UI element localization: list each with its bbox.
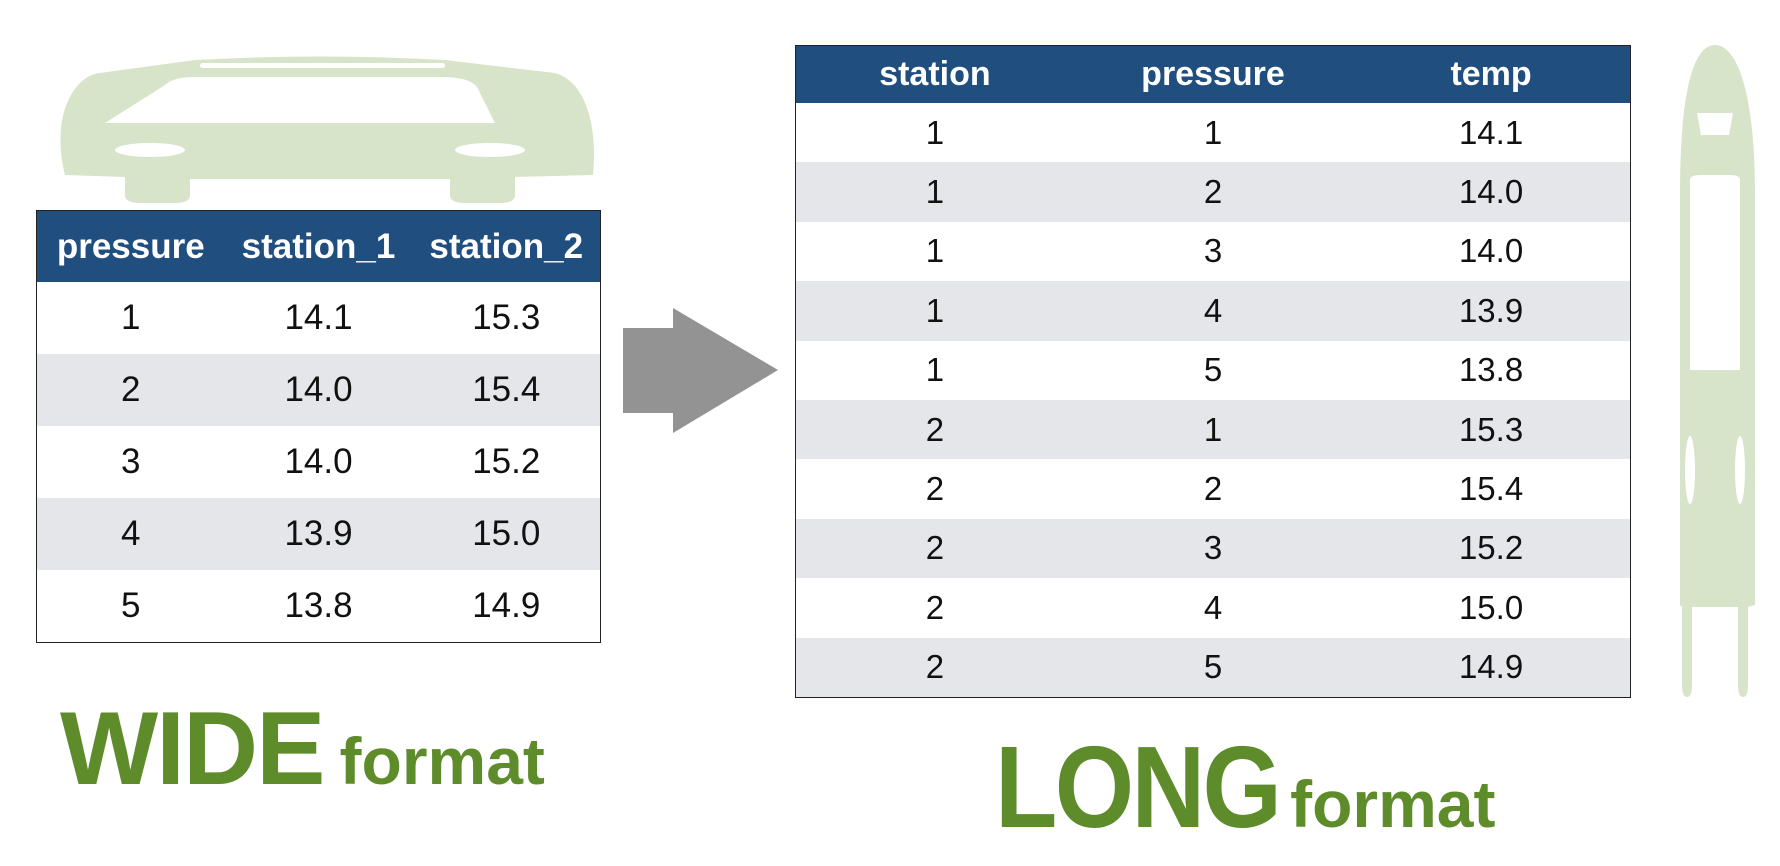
wide-cell: 15.0: [412, 498, 601, 570]
long-header-cell: pressure: [1141, 55, 1285, 93]
long-cell: 1: [925, 351, 945, 389]
wide-cell: 3: [121, 442, 141, 481]
wide-cell: 15.2: [472, 442, 541, 481]
table-row: 1 3 14.0: [796, 222, 1631, 281]
table-row: 2 1 15.3: [795, 399, 1631, 460]
wide-cell: 13.8: [284, 586, 353, 625]
long-format-caption: LONG format: [995, 720, 1495, 854]
long-cell: 4: [1073, 281, 1353, 341]
wide-header-cell: station_2: [429, 226, 584, 266]
wide-cell: 14.0: [284, 442, 353, 481]
wide-header-cell: pressure: [56, 226, 205, 266]
table-row: 2 2 15.4: [796, 459, 1631, 518]
long-cell: 3: [1203, 232, 1223, 270]
long-cell: 14.1: [1458, 113, 1524, 151]
table-row: 1 1 14.1: [796, 103, 1631, 162]
wide-header-row: pressure station_1 station_2: [36, 210, 601, 282]
wide-cell: 1: [121, 298, 141, 337]
long-header-cell: station: [879, 55, 991, 93]
long-cell: 5: [1073, 637, 1353, 698]
wide-cell: 4: [36, 498, 225, 570]
long-cell: 1: [795, 281, 1074, 341]
long-cell: 14.0: [1458, 232, 1524, 270]
long-cell: 2: [1203, 470, 1223, 508]
wide-cell: 14.9: [472, 586, 541, 625]
long-caption-format: format: [1290, 767, 1496, 841]
long-cell: 1: [1203, 113, 1223, 151]
table-row: 2 4 15.0: [796, 578, 1631, 637]
long-cell: 15.3: [1352, 399, 1631, 460]
long-cell: 1: [1073, 399, 1353, 460]
wide-caption-format: format: [339, 724, 545, 798]
table-row: 2 5 14.9: [795, 637, 1631, 698]
long-cell: 15.0: [1458, 588, 1524, 626]
long-header-cell: temp: [1450, 55, 1532, 93]
wide-cell: 15.4: [412, 354, 601, 426]
table-row: 1 4 13.9: [795, 281, 1631, 341]
long-format-table: station pressure temp 1 1 14.1 1 2 14.0 …: [795, 45, 1631, 698]
long-caption-word: LONG: [995, 722, 1282, 852]
wide-cell: 2: [36, 354, 225, 426]
long-cell: 5: [1203, 351, 1223, 389]
long-cell: 13.9: [1352, 281, 1631, 341]
wide-header-cell: station_1: [241, 226, 396, 266]
table-row: 1 5 13.8: [796, 341, 1631, 400]
long-cell: 1: [925, 113, 945, 151]
table-row: 3 14.0 15.2: [37, 426, 601, 498]
wide-format-caption: WIDE format: [60, 690, 545, 809]
long-cell: 2: [795, 518, 1074, 579]
table-row: 2 3 15.2: [795, 518, 1631, 579]
long-cell: 2: [795, 399, 1074, 460]
table-row: 1 14.1 15.3: [37, 282, 601, 354]
table-row: 1 2 14.0: [795, 162, 1631, 222]
wide-format-table: pressure station_1 station_2 1 14.1 15.3…: [36, 210, 601, 643]
long-cell: 2: [925, 588, 945, 626]
table-row: 5 13.8 14.9: [37, 570, 601, 643]
long-cell: 14.9: [1352, 637, 1631, 698]
long-cell: 14.0: [1352, 162, 1631, 222]
long-cell: 15.2: [1352, 518, 1631, 579]
wide-cell: 14.0: [224, 354, 413, 426]
wide-car-silhouette-icon: [60, 56, 595, 203]
table-row: 4 13.9 15.0: [36, 498, 601, 570]
long-cell: 1: [795, 162, 1074, 222]
table-row: 2 14.0 15.4: [36, 354, 601, 426]
wide-cell: 14.1: [284, 298, 353, 337]
long-cell: 4: [1203, 588, 1223, 626]
long-cell: 13.8: [1458, 351, 1524, 389]
long-header-row: station pressure temp: [795, 45, 1631, 103]
wide-cell: 5: [121, 586, 141, 625]
long-cell: 1: [925, 232, 945, 270]
wide-caption-word: WIDE: [60, 691, 326, 807]
long-cell: 15.4: [1458, 470, 1524, 508]
long-cell: 3: [1073, 518, 1353, 579]
long-cell: 2: [925, 470, 945, 508]
right-arrow-icon: [623, 308, 778, 433]
tall-car-silhouette-icon: [1680, 45, 1755, 697]
long-cell: 2: [795, 637, 1074, 698]
long-cell: 2: [1073, 162, 1353, 222]
wide-cell: 13.9: [224, 498, 413, 570]
wide-cell: 15.3: [472, 298, 541, 337]
